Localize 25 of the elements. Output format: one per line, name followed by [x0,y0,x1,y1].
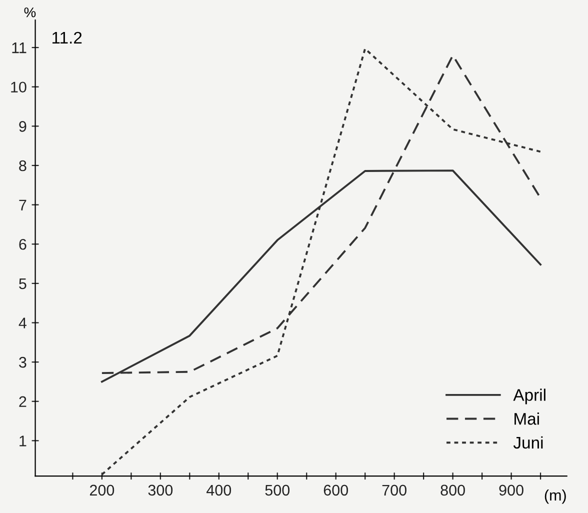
legend-label: April [513,388,546,404]
x-tick-label: 200 [90,484,114,496]
x-axis-title: (m) [544,489,566,504]
y-tick-label: 10 [11,82,26,93]
y-tick-label: 6 [19,238,26,250]
x-tick-label: 400 [206,484,232,496]
y-axis-title: % [24,7,36,18]
x-tick-label: 500 [265,484,290,496]
legend-label: Mai [514,412,539,425]
y-tick-label: 1 [20,436,26,446]
y-tick-label: 8 [19,160,26,172]
y-tick-label: 3 [19,356,26,368]
y-tick-label: 5 [19,278,26,290]
x-tick-label: 700 [382,484,406,496]
x-tick-label: 300 [148,484,173,496]
y-tick-label: 4 [18,318,26,328]
x-tick-label: 600 [324,484,348,496]
y-tick-label: 11 [12,42,26,54]
x-tick-label: 800 [440,484,465,496]
y-tick-label: 9 [19,121,26,132]
y-tick-label: 2 [19,396,26,407]
x-tick-label: 900 [499,484,524,496]
y-tick-label: 7 [19,200,26,210]
annotation: 11.2 [52,32,82,44]
legend-label: Juni [513,436,543,449]
